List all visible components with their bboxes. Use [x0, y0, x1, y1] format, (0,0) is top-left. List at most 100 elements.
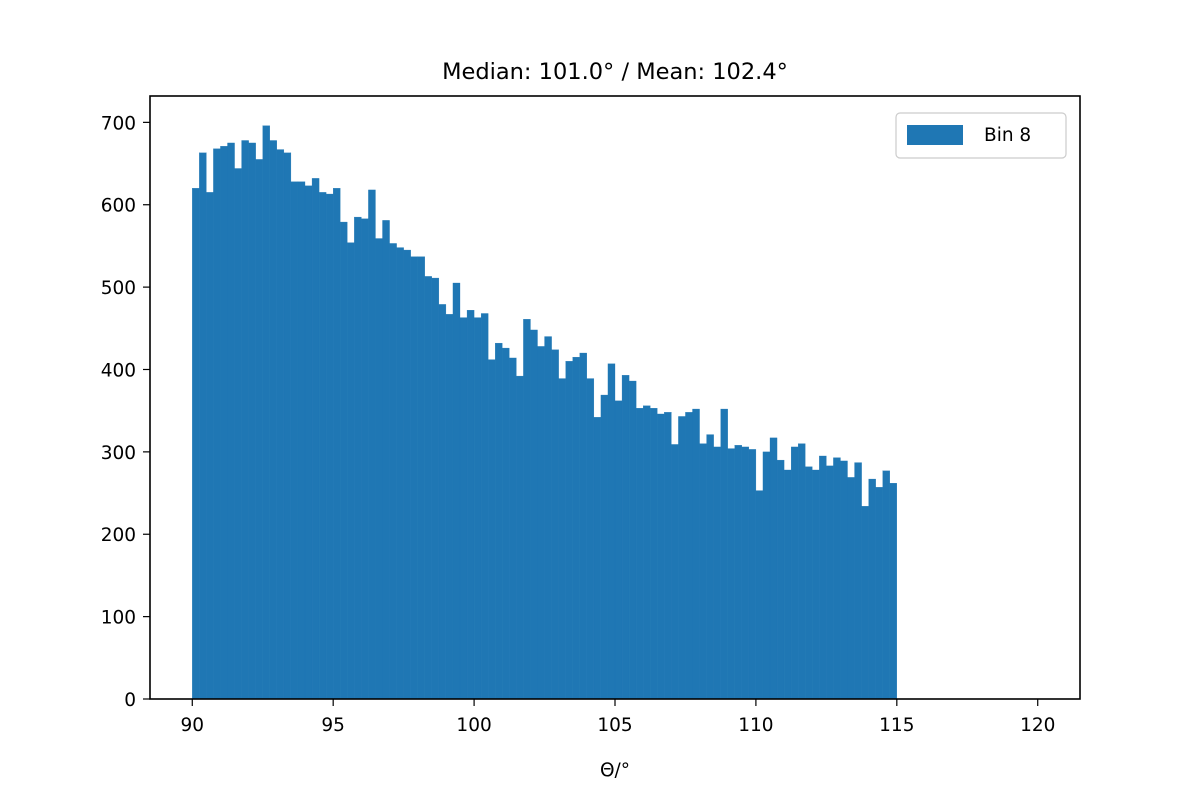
- histogram-bar: [671, 444, 679, 700]
- histogram-bar: [290, 181, 299, 700]
- x-tick-label: 100: [456, 715, 491, 736]
- histogram-bar: [361, 218, 369, 700]
- histogram-bar: [635, 408, 644, 700]
- histogram-bar: [311, 178, 320, 700]
- histogram-bar: [833, 457, 841, 700]
- y-tick-label: 0: [124, 690, 136, 711]
- x-tick-label: 105: [597, 715, 632, 736]
- histogram-bar: [347, 242, 355, 700]
- histogram-bar: [657, 413, 665, 700]
- histogram-bar: [509, 357, 517, 700]
- histogram-bar: [544, 336, 552, 700]
- y-tick-label: 100: [101, 608, 136, 629]
- histogram-bar: [875, 487, 883, 700]
- histogram-bar: [755, 490, 764, 700]
- histogram-bar: [650, 408, 658, 700]
- histogram-bar: [396, 247, 404, 700]
- histogram-bar: [333, 188, 341, 700]
- histogram-bar: [417, 256, 425, 700]
- histogram-bar: [776, 459, 785, 700]
- x-tick-label: 120: [1020, 715, 1055, 736]
- histogram-bar: [847, 477, 855, 700]
- histogram-bar: [706, 434, 714, 700]
- histogram-bar: [628, 380, 637, 700]
- histogram-bar: [664, 412, 672, 700]
- histogram-bar: [572, 356, 580, 700]
- histogram-bar: [720, 408, 728, 700]
- y-tick-label: 500: [101, 278, 136, 299]
- histogram-bar: [805, 466, 813, 700]
- histogram-bar: [368, 189, 376, 700]
- histogram-bar: [868, 478, 876, 700]
- legend-swatch: [907, 125, 963, 145]
- legend: Bin 8: [895, 112, 1067, 159]
- histogram-bar: [488, 359, 496, 700]
- histogram-bar: [199, 152, 207, 700]
- legend-box: [895, 112, 1067, 159]
- histogram-bar: [699, 443, 707, 700]
- histogram-bar: [516, 375, 524, 700]
- histogram-bar: [826, 465, 834, 700]
- histogram-bar: [410, 256, 418, 700]
- histogram-bar: [621, 375, 630, 700]
- histogram-bar: [192, 188, 200, 700]
- histogram-bar: [819, 455, 827, 700]
- histogram-bar: [234, 168, 242, 700]
- histogram-bar: [565, 361, 573, 700]
- y-tick-label: 200: [101, 525, 136, 546]
- histogram-bar: [375, 238, 383, 700]
- histogram-bar: [354, 216, 362, 700]
- histogram-bar: [452, 282, 461, 700]
- histogram-bar: [523, 319, 531, 700]
- histogram-bar: [678, 416, 686, 700]
- histogram-bar: [692, 408, 700, 700]
- histogram-bar: [762, 451, 771, 700]
- y-tick-label: 700: [101, 113, 136, 134]
- histogram-bar: [269, 140, 277, 700]
- histogram-bar: [480, 313, 489, 700]
- histogram-bar: [600, 394, 609, 700]
- histogram-bar: [459, 317, 468, 700]
- histogram-bar: [812, 469, 820, 700]
- y-tick-label: 600: [101, 196, 136, 217]
- histogram-bar: [276, 149, 285, 700]
- histogram-bar: [424, 276, 432, 700]
- x-axis-ticks: 90 95 100 105 110 115 120: [180, 699, 1055, 736]
- histogram-bar: [734, 445, 742, 700]
- histogram-bar: [607, 363, 616, 700]
- histogram-bar: [882, 470, 890, 700]
- histogram-bar: [551, 349, 559, 700]
- histogram-bar: [643, 405, 651, 700]
- histogram-bar: [262, 125, 270, 700]
- histogram-bar: [318, 192, 327, 700]
- histogram-bar: [220, 146, 228, 700]
- histogram-bar: [586, 378, 595, 700]
- histogram-bar: [579, 352, 587, 700]
- histogram-bar: [685, 412, 693, 700]
- histogram-bar: [495, 342, 503, 700]
- histogram-bar: [438, 304, 447, 700]
- histogram-bar: [403, 249, 411, 700]
- histogram-bar: [741, 446, 750, 700]
- histogram-bar: [431, 277, 440, 700]
- histogram-bar: [297, 181, 306, 700]
- histogram-bar: [769, 437, 778, 700]
- histogram-bar: [466, 310, 475, 700]
- histogram-bar: [861, 506, 869, 700]
- y-axis-ticks: 0 100 200 300 400 500 600 700: [101, 113, 150, 711]
- histogram-bar: [325, 193, 334, 700]
- histogram-bar: [530, 329, 538, 700]
- x-tick-label: 95: [321, 715, 345, 736]
- histogram-bar: [382, 220, 390, 700]
- histogram-bar: [593, 417, 602, 700]
- histogram-bar: [713, 446, 721, 700]
- histogram-bar: [227, 142, 235, 700]
- y-tick-label: 400: [101, 360, 136, 381]
- histogram-bar: [614, 400, 623, 700]
- histogram-bar: [558, 378, 566, 700]
- histogram-bar: [473, 317, 482, 700]
- chart-title: Median: 101.0° / Mean: 102.4°: [442, 59, 788, 85]
- histogram-bar: [783, 469, 792, 700]
- histogram-bar: [255, 159, 263, 700]
